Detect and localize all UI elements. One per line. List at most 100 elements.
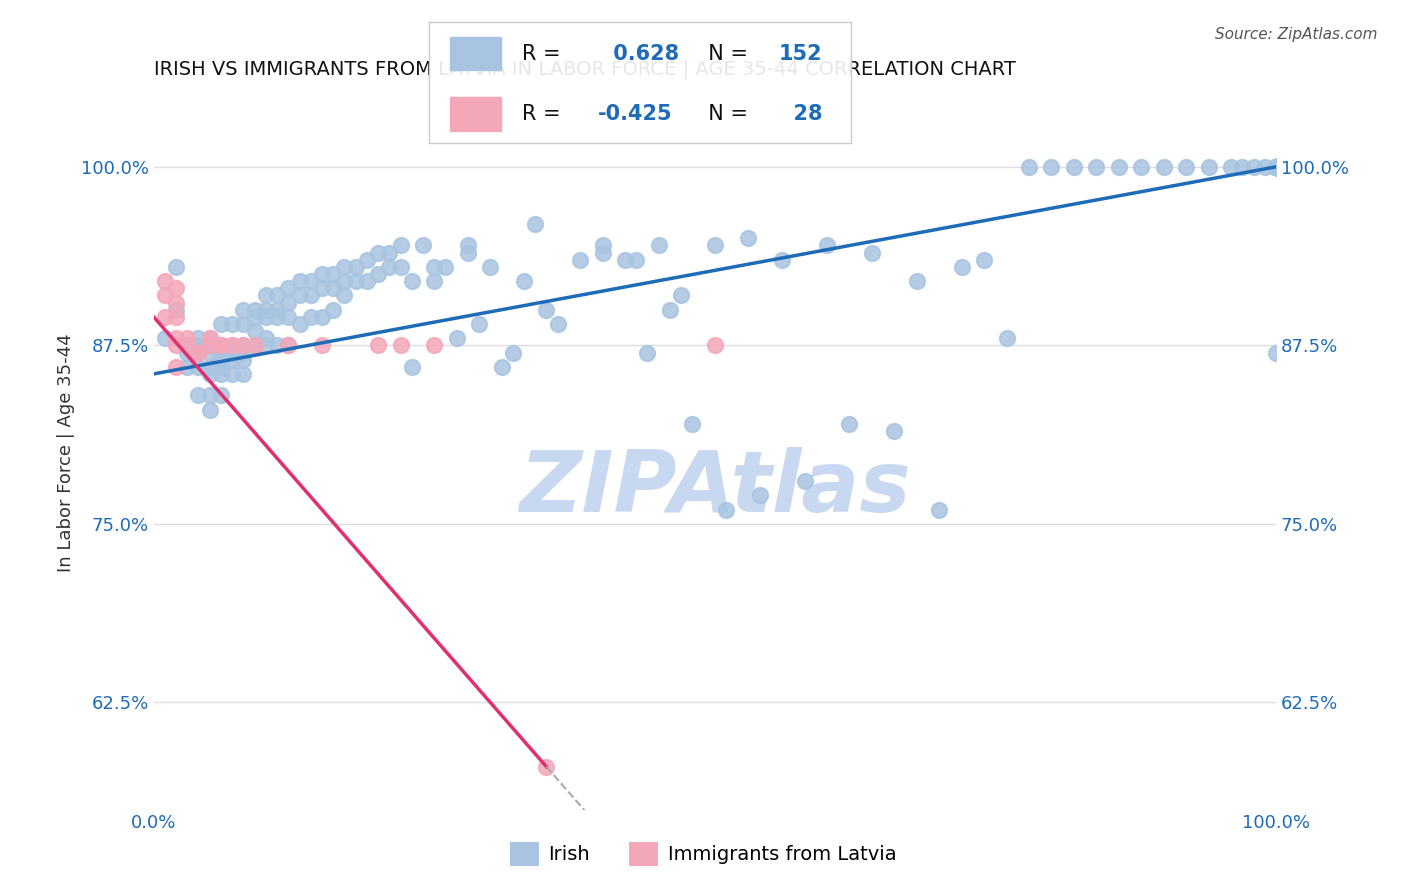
Point — [322, 281, 344, 295]
Point — [1265, 160, 1288, 174]
Point — [423, 274, 446, 288]
Point — [187, 345, 209, 359]
Point — [153, 274, 176, 288]
Point — [1265, 160, 1288, 174]
Point — [198, 338, 221, 352]
Point — [412, 238, 434, 252]
Point — [367, 338, 389, 352]
Point — [502, 345, 524, 359]
Point — [1265, 160, 1288, 174]
Point — [277, 338, 299, 352]
Point — [153, 310, 176, 324]
Point — [232, 352, 254, 367]
Point — [311, 281, 333, 295]
Point — [221, 338, 243, 352]
Point — [401, 359, 423, 374]
Point — [198, 367, 221, 381]
Point — [232, 338, 254, 352]
Point — [311, 310, 333, 324]
Point — [703, 238, 725, 252]
Point — [198, 359, 221, 374]
Point — [187, 388, 209, 402]
Text: IRISH VS IMMIGRANTS FROM LATVIA IN LABOR FORCE | AGE 35-44 CORRELATION CHART: IRISH VS IMMIGRANTS FROM LATVIA IN LABOR… — [153, 60, 1015, 79]
Point — [703, 338, 725, 352]
Point — [838, 417, 860, 431]
Point — [176, 345, 198, 359]
Text: R =: R = — [522, 44, 567, 63]
Point — [344, 274, 367, 288]
Point — [614, 252, 637, 267]
Text: R =: R = — [522, 103, 567, 124]
Text: Source: ZipAtlas.com: Source: ZipAtlas.com — [1215, 27, 1378, 42]
Point — [288, 288, 311, 302]
Point — [1254, 160, 1277, 174]
Point — [1265, 160, 1288, 174]
Point — [1040, 160, 1063, 174]
Point — [995, 331, 1018, 345]
Point — [187, 331, 209, 345]
Point — [1085, 160, 1108, 174]
Point — [198, 402, 221, 417]
Point — [299, 274, 322, 288]
Point — [266, 338, 288, 352]
Point — [714, 502, 737, 516]
Point — [468, 317, 491, 331]
Point — [1265, 160, 1288, 174]
Point — [367, 245, 389, 260]
Point — [266, 302, 288, 317]
Point — [165, 359, 187, 374]
Point — [198, 388, 221, 402]
Point — [457, 238, 479, 252]
Point — [165, 338, 187, 352]
Point — [1265, 160, 1288, 174]
Point — [1232, 160, 1254, 174]
Point — [165, 302, 187, 317]
Point — [389, 238, 412, 252]
Point — [243, 310, 266, 324]
Point — [513, 274, 536, 288]
Point — [815, 238, 838, 252]
Text: 28: 28 — [779, 103, 823, 124]
Point — [221, 345, 243, 359]
Point — [950, 260, 973, 274]
Point — [254, 338, 277, 352]
Point — [153, 288, 176, 302]
Point — [243, 324, 266, 338]
Point — [1243, 160, 1265, 174]
Point — [176, 359, 198, 374]
Point — [277, 281, 299, 295]
Point — [209, 338, 232, 352]
Point — [1265, 160, 1288, 174]
Point — [737, 231, 759, 245]
Point — [232, 345, 254, 359]
Point — [209, 317, 232, 331]
Point — [423, 260, 446, 274]
Point — [311, 338, 333, 352]
Point — [187, 345, 209, 359]
Point — [973, 252, 995, 267]
Bar — [450, 97, 501, 130]
Point — [389, 338, 412, 352]
Point — [457, 245, 479, 260]
Point — [311, 267, 333, 281]
Point — [209, 388, 232, 402]
Point — [243, 338, 266, 352]
Point — [209, 345, 232, 359]
Point — [176, 331, 198, 345]
Point — [1198, 160, 1220, 174]
Point — [165, 331, 187, 345]
Point — [288, 274, 311, 288]
Point — [770, 252, 793, 267]
Point — [658, 302, 681, 317]
Point — [277, 310, 299, 324]
Point — [378, 245, 401, 260]
Point — [165, 295, 187, 310]
Point — [905, 274, 928, 288]
Point — [198, 331, 221, 345]
Point — [434, 260, 457, 274]
Point — [1063, 160, 1085, 174]
Point — [221, 338, 243, 352]
Point — [1265, 160, 1288, 174]
Point — [243, 302, 266, 317]
Point — [367, 267, 389, 281]
